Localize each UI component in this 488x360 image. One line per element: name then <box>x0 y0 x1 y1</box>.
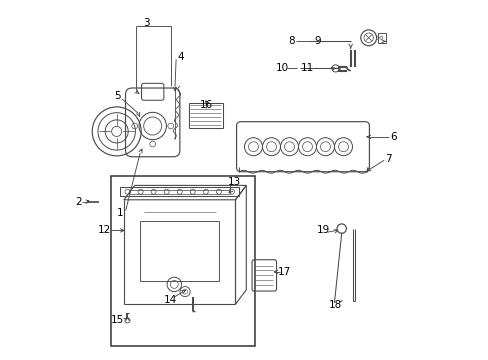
Bar <box>120 187 239 196</box>
Text: 11: 11 <box>301 63 314 73</box>
Text: 1: 1 <box>117 208 123 218</box>
Text: 12: 12 <box>98 225 111 235</box>
Bar <box>129 190 230 194</box>
Text: 16: 16 <box>199 100 212 110</box>
Bar <box>111 176 255 346</box>
Bar <box>188 103 223 128</box>
Text: 6: 6 <box>389 132 396 142</box>
Text: 18: 18 <box>328 300 341 310</box>
Text: 13: 13 <box>227 177 241 187</box>
Text: 14: 14 <box>164 295 177 305</box>
Text: 10: 10 <box>275 63 288 73</box>
Text: 19: 19 <box>316 225 329 235</box>
Text: 4: 4 <box>177 51 183 62</box>
Text: 17: 17 <box>277 267 290 277</box>
Text: 5: 5 <box>114 91 121 101</box>
Text: 3: 3 <box>143 18 150 28</box>
Text: 2: 2 <box>75 197 81 207</box>
Text: 9: 9 <box>314 36 320 46</box>
Bar <box>377 33 385 43</box>
Text: 8: 8 <box>287 36 294 46</box>
Text: 7: 7 <box>385 154 391 164</box>
Text: 15: 15 <box>111 315 124 325</box>
